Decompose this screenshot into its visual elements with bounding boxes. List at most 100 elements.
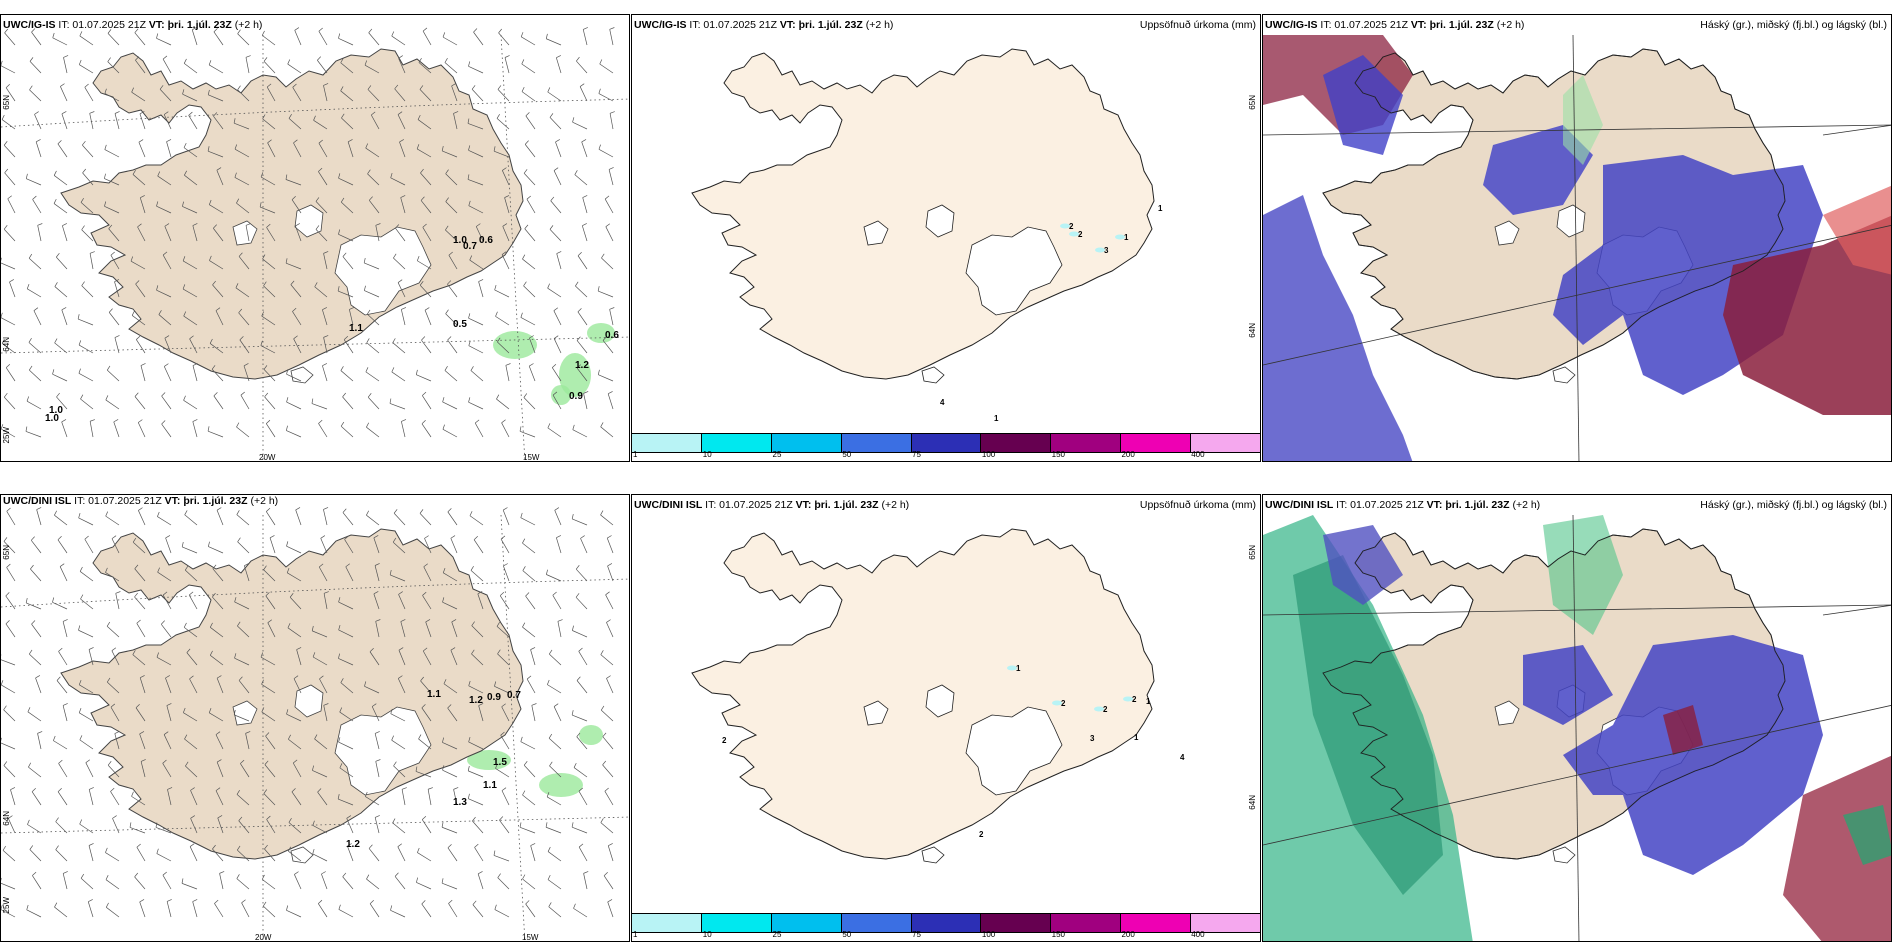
wind-barb [598,149,614,158]
wind-barb [609,309,614,326]
wind-barb [79,571,94,582]
wind-barb [3,396,16,410]
wind-barb-flag [394,872,399,877]
wind-barb [555,57,562,74]
wind-barb-flag [1,114,5,120]
wind-barb [422,30,432,46]
wind-barb-flag [211,365,216,370]
wind-barb [32,875,42,890]
wind-barb [343,339,354,354]
wind-barb-flag [287,623,291,628]
wind-barb [156,37,172,46]
wind-barb [399,141,406,158]
wind-barb-flag [263,565,267,570]
wind-barb-flag [504,55,510,58]
wind-barb-flag [557,619,563,622]
wind-barb-flag [105,511,109,517]
wind-barb [56,680,68,694]
wind-barb [79,712,94,722]
wind-barb-flag [57,788,62,792]
wind-barb-flag [213,112,218,117]
wind-barb-flag [63,55,69,58]
wind-barb [115,593,120,610]
wind-barb-flag [577,308,582,313]
wind-barb-flag [88,647,94,650]
wind-barb-flag [131,310,135,316]
precip-colorbar [632,913,1260,933]
wind-barb-flag [500,731,505,736]
wind-barb [5,623,16,638]
wind-barb-flag [521,59,525,65]
wind-barb-flag [524,224,529,229]
wind-barb-flag [442,568,446,573]
wind-barb [390,177,406,186]
wind-barb-flag [185,761,189,767]
wind-barb [80,398,94,410]
accum-value-label: 3 [1104,246,1109,255]
panel-igis-clouds: UWC/IG-IS IT: 01.07.2025 21Z VT: þri. 1.… [1262,14,1892,462]
wind-barb [557,621,562,638]
wind-barb [468,65,484,74]
precip-value-label: 0.7 [507,690,521,701]
wind-barb [1,659,16,666]
wind-barb-flag [5,620,10,625]
wind-barb-flag [244,563,249,567]
wind-barb-flag [190,787,195,791]
wind-barb-flag [62,223,67,226]
wind-barb-flag [55,845,59,850]
wind-barb-flag [525,112,530,117]
wind-barb [603,875,614,890]
wind-barb-flag [549,225,554,230]
wind-barb [52,602,68,610]
wind-barb [496,626,510,638]
wind-barb [547,91,562,102]
wind-barb [264,848,276,862]
wind-barb-flag [441,145,444,152]
wind-barb [423,566,432,582]
wind-barb [234,177,250,186]
wind-barb [445,201,458,214]
wind-barb-flag [502,223,508,227]
meridian [1572,514,1580,941]
wind-barb [444,62,458,74]
wind-barb [80,598,94,610]
wind-barb-flag [443,679,447,684]
wind-barb-flag [132,650,136,655]
wind-barb-flag [53,735,56,741]
wind-barb-flag [447,508,452,513]
precip-spot [1095,247,1105,253]
accum-value-label: 3 [1090,734,1095,743]
wind-barb-flag [163,111,169,115]
wind-barb-flag [182,256,186,262]
wind-barb [375,621,380,638]
wind-barb [265,595,276,610]
wind-barb-flag [29,649,33,655]
wind-barb [442,429,458,438]
wind-barb-flag [37,223,43,226]
wind-barb-flag [343,335,349,340]
wind-barb [212,284,224,298]
wind-barb-flag [215,307,221,311]
wind-barb-flag [347,139,353,143]
wind-barb [237,625,250,638]
wind-barb [548,906,562,918]
wind-barb-flag [80,394,84,400]
glacier [1552,846,1576,864]
wind-barb [425,621,432,638]
lat-label-65n: 65N [2,95,11,110]
wind-barb [450,538,458,554]
wind-barb-flag [468,200,471,206]
parallel [1263,705,1891,846]
wind-barb [292,311,302,326]
wind-barb-flag [184,510,188,515]
wind-barb-flag [445,169,449,174]
wind-barb [504,197,510,214]
wind-barb-flag [216,167,222,171]
wind-barb [213,115,224,130]
wind-barb-flag [28,762,32,768]
wind-barb [374,733,380,750]
wind-barb [318,423,328,438]
wind-barb-flag [56,252,60,258]
